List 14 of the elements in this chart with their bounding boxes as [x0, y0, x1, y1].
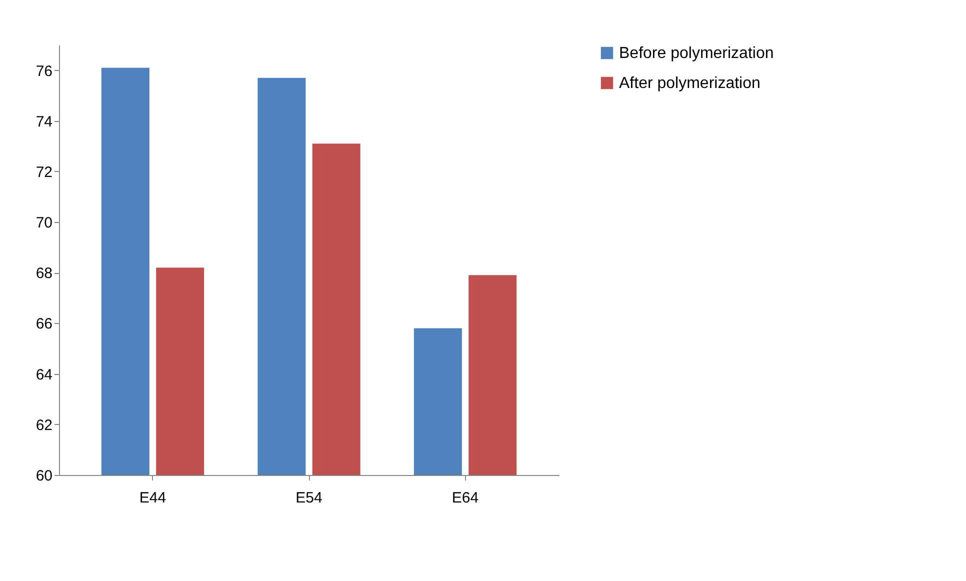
x-tick-label: E64: [452, 490, 479, 506]
y-tick-label: 72: [36, 164, 52, 181]
y-tick-label: 66: [36, 316, 52, 333]
x-tick-label: E44: [139, 490, 166, 506]
y-tick-label: 68: [36, 265, 52, 282]
legend-label: Before polymerization: [619, 45, 774, 62]
y-tick-label: 60: [36, 468, 52, 484]
y-tick-label: 74: [36, 113, 52, 130]
legend-label: After polymerization: [619, 75, 760, 92]
y-tick-label: 70: [36, 214, 52, 232]
y-tick-label: 64: [36, 366, 52, 384]
x-tick-label: E54: [296, 490, 322, 506]
y-tick-label: 62: [36, 416, 52, 434]
y-tick-label: 76: [36, 62, 52, 80]
